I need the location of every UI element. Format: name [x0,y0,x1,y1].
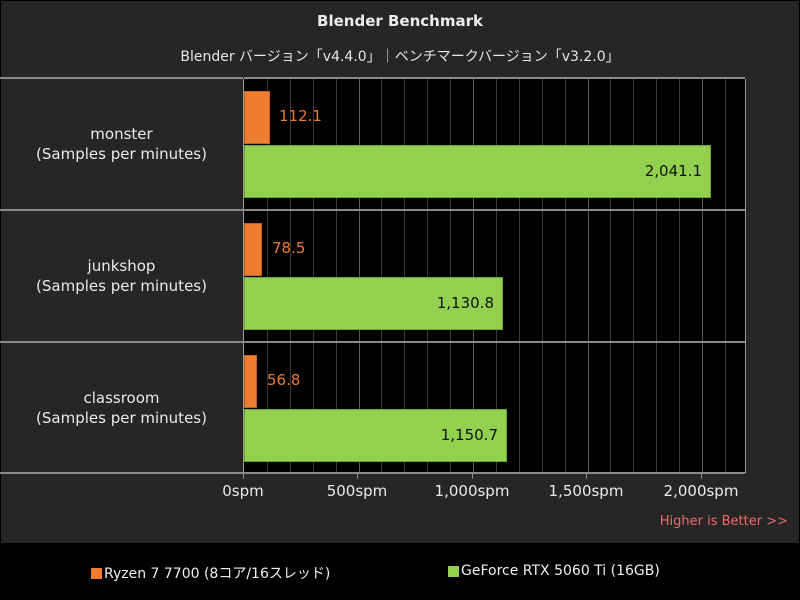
row-divider [0,77,243,79]
gridline [588,79,589,473]
category-label-monster: monster (Samples per minutes) [0,124,243,164]
x-tick [586,473,587,479]
x-tick-label: 500spm [326,482,388,500]
category-name: monster [90,125,153,143]
gridline [267,79,268,473]
legend: Ryzen 7 7700 (8コア/16スレッド) GeForce RTX 50… [0,543,800,600]
legend-swatch-green-icon [448,565,459,577]
bar-gpu-classroom [244,409,507,462]
chart-subtitle: Blender バージョン「v4.4.0」｜ベンチマークバージョン「v3.2.0… [180,49,620,65]
gridline [427,79,428,473]
value-label-gpu-classroom: 1,150.7 [440,426,498,444]
row-divider [0,341,243,343]
gridline [633,79,634,473]
value-label-cpu-junkshop: 78.5 [272,239,306,257]
higher-is-better-annotation: Higher is Better >> [659,514,788,529]
gridline [359,79,360,473]
x-tick-label: 2,000spm [663,482,739,500]
row-divider [244,209,745,211]
value-label-gpu-junkshop: 1,130.8 [436,294,494,312]
plot-area: 112.1 2,041.1 78.5 1,130.8 56.8 1,150.7 [243,77,746,474]
gridline [496,79,497,473]
category-unit: (Samples per minutes) [36,277,207,295]
gridline [450,79,451,473]
category-name: junkshop [87,257,156,275]
bar-gpu-monster [244,145,711,198]
legend-label: GeForce RTX 5060 Ti (16GB) [461,563,660,579]
bar-gpu-junkshop [244,277,503,330]
gridline [290,79,291,473]
legend-item-ryzen: Ryzen 7 7700 (8コア/16スレッド) [91,563,330,583]
gridline [610,79,611,473]
gridline [336,79,337,473]
gridline [565,79,566,473]
gridline [725,79,726,473]
category-unit: (Samples per minutes) [36,145,207,163]
bar-cpu-monster [244,91,270,144]
gridline [679,79,680,473]
row-divider [244,77,745,79]
gridline [313,79,314,473]
legend-swatch-orange-icon [91,567,102,579]
gridline [404,79,405,473]
row-divider [244,472,745,474]
bar-cpu-classroom [244,355,257,408]
chart-title: Blender Benchmark [317,12,483,30]
gridline [519,79,520,473]
gridline [473,79,474,473]
x-tick-label: 1,500spm [548,482,624,500]
row-divider [0,209,243,211]
category-label-junkshop: junkshop (Samples per minutes) [0,256,243,296]
value-label-cpu-monster: 112.1 [279,107,322,125]
legend-item-geforce: GeForce RTX 5060 Ti (16GB) [448,563,660,579]
x-tick-label: 0spm [222,482,264,500]
gridline [656,79,657,473]
legend-label: Ryzen 7 7700 (8コア/16スレッド) [104,566,331,582]
gridline [381,79,382,473]
row-divider [0,472,243,474]
value-label-cpu-classroom: 56.8 [267,371,301,389]
category-label-classroom: classroom (Samples per minutes) [0,388,243,428]
x-tick-label: 1,000spm [434,482,510,500]
row-divider [244,341,745,343]
value-label-gpu-monster: 2,041.1 [644,162,702,180]
category-unit: (Samples per minutes) [36,409,207,427]
x-tick [472,473,473,479]
x-tick [357,473,358,479]
gridline [702,79,703,473]
bar-cpu-junkshop [244,223,262,276]
gridline [542,79,543,473]
x-tick [243,473,244,479]
category-name: classroom [83,389,160,407]
x-tick [701,473,702,479]
